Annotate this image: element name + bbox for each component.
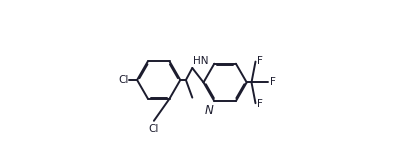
Text: F: F	[257, 99, 263, 109]
Text: N: N	[205, 104, 213, 117]
Text: F: F	[270, 77, 275, 87]
Text: HN: HN	[193, 56, 209, 66]
Text: Cl: Cl	[149, 124, 159, 134]
Text: F: F	[257, 56, 263, 66]
Text: Cl: Cl	[118, 75, 128, 85]
